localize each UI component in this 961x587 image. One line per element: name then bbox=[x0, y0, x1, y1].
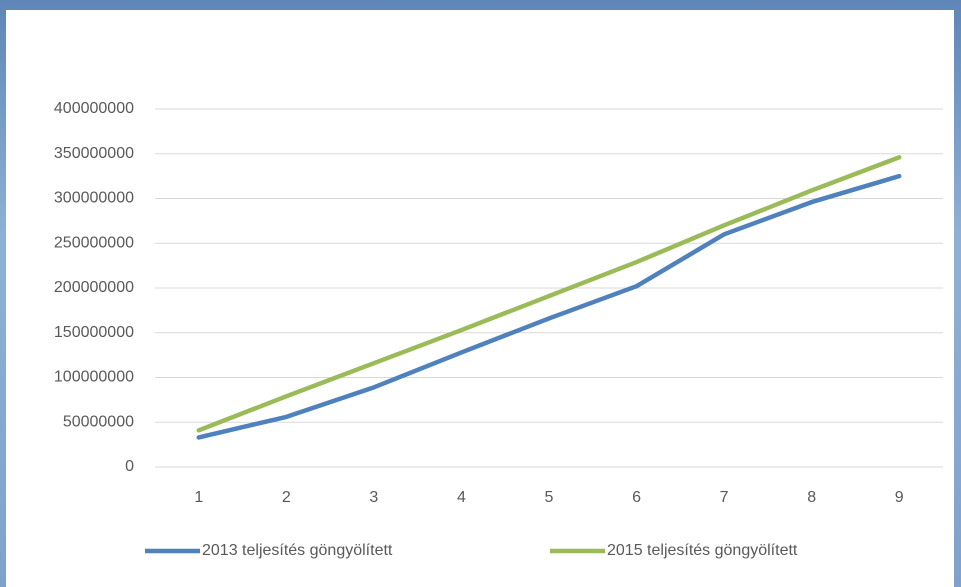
y-tick-label: 400000000 bbox=[54, 100, 134, 117]
y-tick-label: 100000000 bbox=[54, 369, 134, 386]
x-tick-label: 7 bbox=[720, 489, 729, 506]
y-tick-label: 0 bbox=[125, 458, 134, 475]
x-tick-label: 3 bbox=[369, 489, 378, 506]
chart-panel bbox=[6, 10, 954, 587]
legend-label: 2015 teljesítés göngyölített bbox=[607, 542, 798, 559]
legend-label: 2013 teljesítés göngyölített bbox=[202, 542, 393, 559]
y-tick-label: 150000000 bbox=[54, 324, 134, 341]
x-tick-label: 1 bbox=[194, 489, 203, 506]
y-tick-label: 50000000 bbox=[63, 413, 134, 430]
x-tick-label: 6 bbox=[632, 489, 641, 506]
x-tick-label: 2 bbox=[282, 489, 291, 506]
y-tick-label: 300000000 bbox=[54, 190, 134, 207]
x-tick-label: 5 bbox=[545, 489, 554, 506]
x-tick-label: 4 bbox=[457, 489, 466, 506]
x-tick-label: 9 bbox=[895, 489, 904, 506]
x-tick-label: 8 bbox=[807, 489, 816, 506]
y-tick-label: 250000000 bbox=[54, 234, 134, 251]
series-line bbox=[196, 173, 902, 440]
y-tick-label: 350000000 bbox=[54, 145, 134, 162]
y-tick-label: 200000000 bbox=[54, 279, 134, 296]
series-line bbox=[196, 155, 902, 433]
